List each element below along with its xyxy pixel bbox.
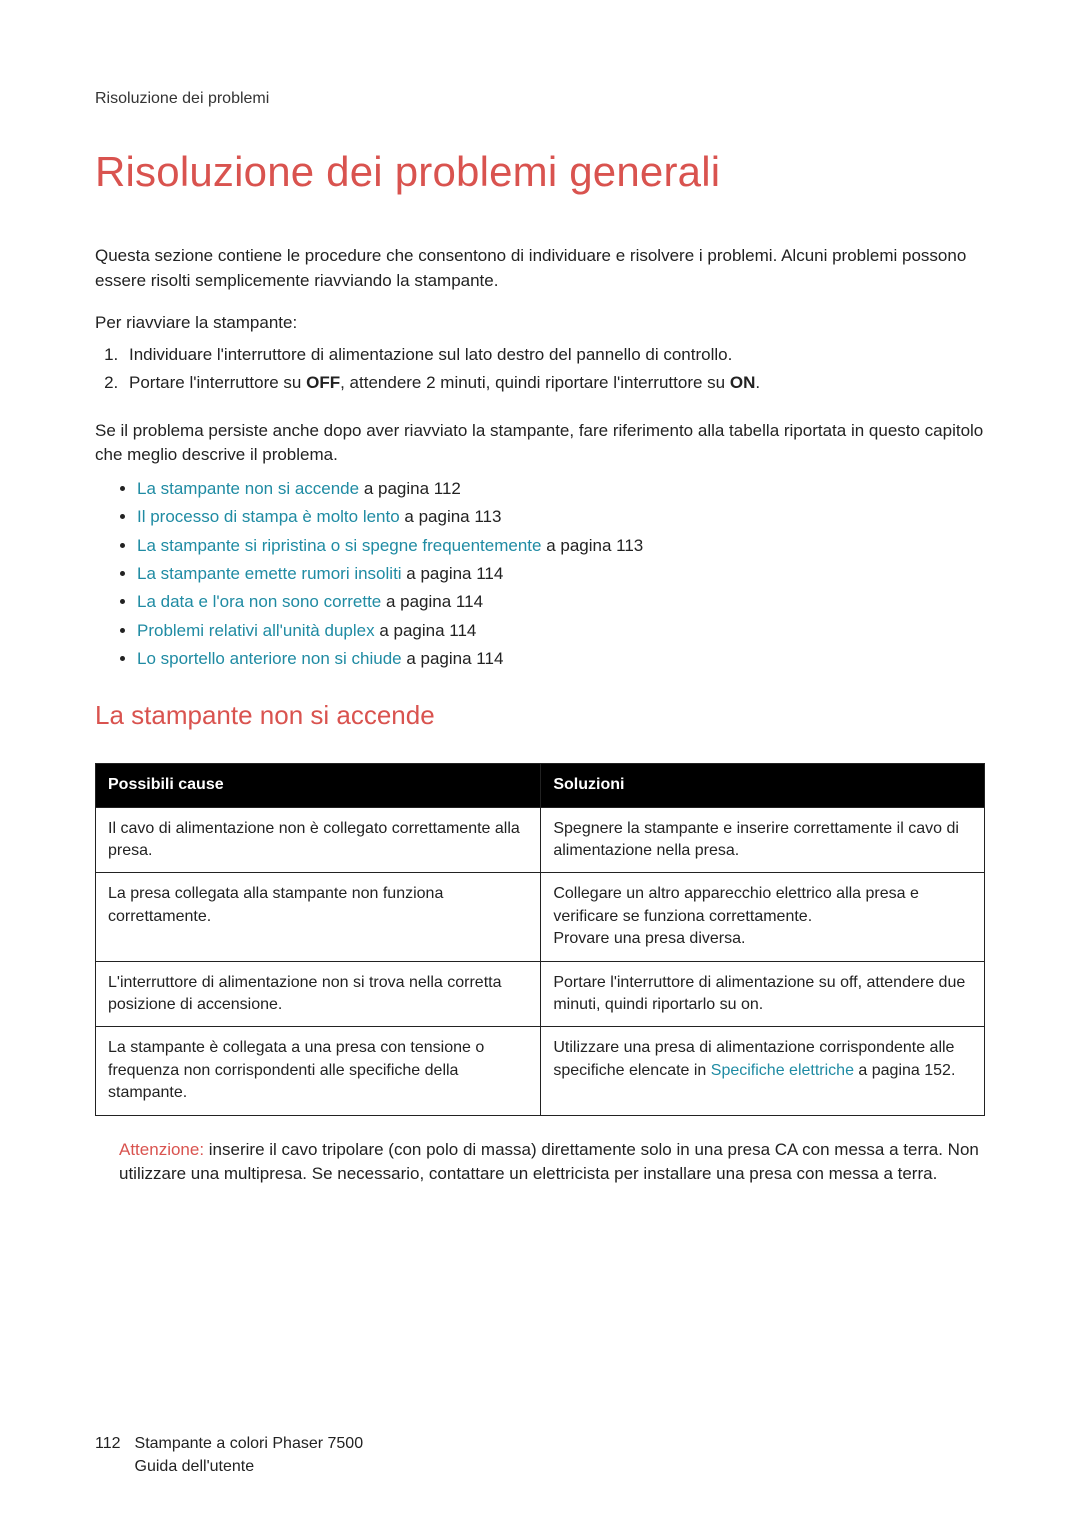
troubleshooting-table: Possibili cause Soluzioni Il cavo di ali… [95,763,985,1115]
page-ref: a pagina 114 [381,592,483,611]
list-item: Lo sportello anteriore non si chiude a p… [137,646,985,672]
cause-cell: L'interruttore di alimentazione non si t… [96,961,541,1027]
topic-link[interactable]: La stampante emette rumori insoliti [137,564,402,583]
topic-link[interactable]: Lo sportello anteriore non si chiude [137,649,402,668]
list-item: La stampante si ripristina o si spegne f… [137,533,985,559]
step-text: . [755,373,760,392]
solution-text: a pagina 152. [854,1062,955,1079]
spec-link[interactable]: Specifiche elettriche [711,1062,854,1079]
table-row: La stampante è collegata a una presa con… [96,1027,985,1115]
list-item: Problemi relativi all'unità duplex a pag… [137,618,985,644]
cause-cell: La presa collegata alla stampante non fu… [96,873,541,961]
restart-steps: Individuare l'interruttore di alimentazi… [95,342,985,397]
topic-link[interactable]: La stampante non si accende [137,479,359,498]
attention-text: inserire il cavo tripolare (con polo di … [119,1140,979,1184]
topic-link[interactable]: Il processo di stampa è molto lento [137,507,400,526]
page-ref: a pagina 114 [375,621,477,640]
page-ref: a pagina 114 [402,564,504,583]
solution-cell: Utilizzare una presa di alimentazione co… [541,1027,985,1115]
table-row: L'interruttore di alimentazione non si t… [96,961,985,1027]
step-text: Portare l'interruttore su [129,373,306,392]
restart-heading: Per riavviare la stampante: [95,311,985,336]
attention-note: Attenzione: inserire il cavo tripolare (… [119,1138,985,1187]
footer-line-1: Stampante a colori Phaser 7500 [135,1435,364,1452]
table-header-row: Possibili cause Soluzioni [96,764,985,807]
step-bold: ON [730,373,756,392]
persist-paragraph: Se il problema persiste anche dopo aver … [95,419,985,468]
step-item: Individuare l'interruttore di alimentazi… [123,342,985,368]
attention-label: Attenzione: [119,1140,209,1159]
page-footer: 112Stampante a colori Phaser 7500 112Gui… [95,1433,363,1478]
solution-cell: Portare l'interruttore di alimentazione … [541,961,985,1027]
page-ref: a pagina 113 [400,507,502,526]
topic-link[interactable]: La data e l'ora non sono corrette [137,592,381,611]
intro-paragraph: Questa sezione contiene le procedure che… [95,244,985,293]
topic-link[interactable]: La stampante si ripristina o si spegne f… [137,536,541,555]
list-item: La stampante emette rumori insoliti a pa… [137,561,985,587]
list-item: Il processo di stampa è molto lento a pa… [137,504,985,530]
step-bold: OFF [306,373,340,392]
footer-line-2: Guida dell'utente [135,1458,255,1475]
page-ref: a pagina 113 [541,536,643,555]
solution-cell: Collegare un altro apparecchio elettrico… [541,873,985,961]
list-item: La data e l'ora non sono corrette a pagi… [137,589,985,615]
page-number: 112 [95,1433,121,1455]
cause-cell: Il cavo di alimentazione non è collegato… [96,807,541,873]
step-text: , attendere 2 minuti, quindi riportare l… [340,373,730,392]
cause-cell: La stampante è collegata a una presa con… [96,1027,541,1115]
table-header-solution: Soluzioni [541,764,985,807]
page-title: Risoluzione dei problemi generali [95,148,985,196]
solution-cell: Spegnere la stampante e inserire corrett… [541,807,985,873]
page-ref: a pagina 112 [359,479,461,498]
section-subtitle: La stampante non si accende [95,700,985,731]
topic-link[interactable]: Problemi relativi all'unità duplex [137,621,375,640]
running-head: Risoluzione dei problemi [95,90,985,108]
table-header-cause: Possibili cause [96,764,541,807]
topic-link-list: La stampante non si accende a pagina 112… [95,476,985,672]
document-page: Risoluzione dei problemi Risoluzione dei… [0,0,1080,1528]
table-row: Il cavo di alimentazione non è collegato… [96,807,985,873]
step-item: Portare l'interruttore su OFF, attendere… [123,370,985,396]
table-row: La presa collegata alla stampante non fu… [96,873,985,961]
page-ref: a pagina 114 [402,649,504,668]
list-item: La stampante non si accende a pagina 112 [137,476,985,502]
